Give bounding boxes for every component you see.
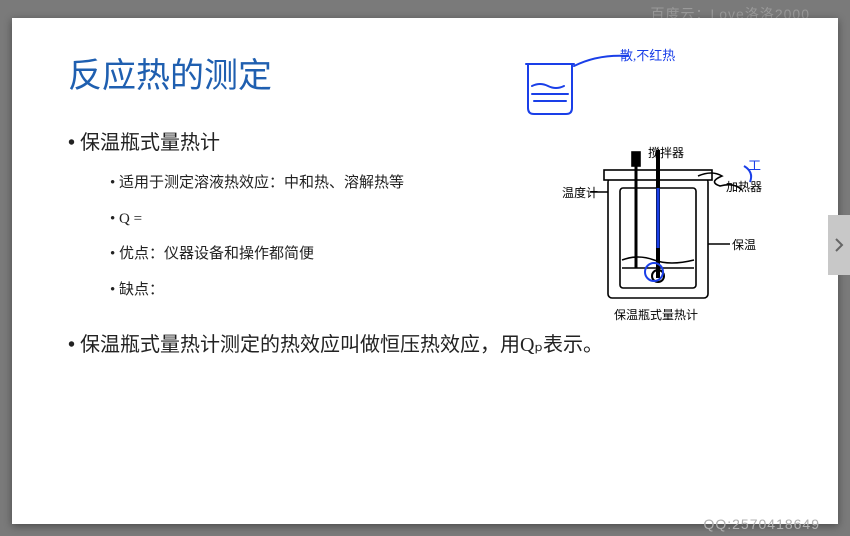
label-thermometer: 温度计 <box>562 184 598 201</box>
label-stirrer: 搅拌器 <box>648 144 684 161</box>
chevron-right-icon <box>834 237 844 253</box>
next-slide-button[interactable] <box>828 215 850 275</box>
label-heater: 加热器 <box>726 178 762 195</box>
diagram-caption: 保温瓶式量热计 <box>614 306 698 323</box>
page-title: 反应热的测定 <box>68 48 798 97</box>
svg-text:工: 工 <box>748 158 761 173</box>
calorimeter-diagram: 工 温度计 搅拌器 加热器 保温 保温瓶式量热计 <box>548 148 768 338</box>
slide: 反应热的测定 保温瓶式量热计 适用于测定溶液热效应：中和热、溶解热等 Q = 优… <box>12 18 838 524</box>
watermark-bottom: QQ:2570418649 <box>703 516 820 532</box>
label-insulation: 保温 <box>732 236 756 253</box>
